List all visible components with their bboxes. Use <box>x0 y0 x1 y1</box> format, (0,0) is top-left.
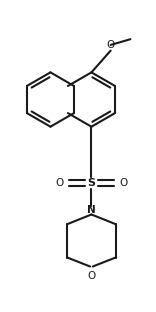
Text: O: O <box>119 178 127 188</box>
Text: N: N <box>87 205 96 216</box>
Text: O: O <box>107 40 115 50</box>
Text: S: S <box>88 178 95 188</box>
Text: O: O <box>87 271 96 281</box>
Text: O: O <box>56 178 64 188</box>
